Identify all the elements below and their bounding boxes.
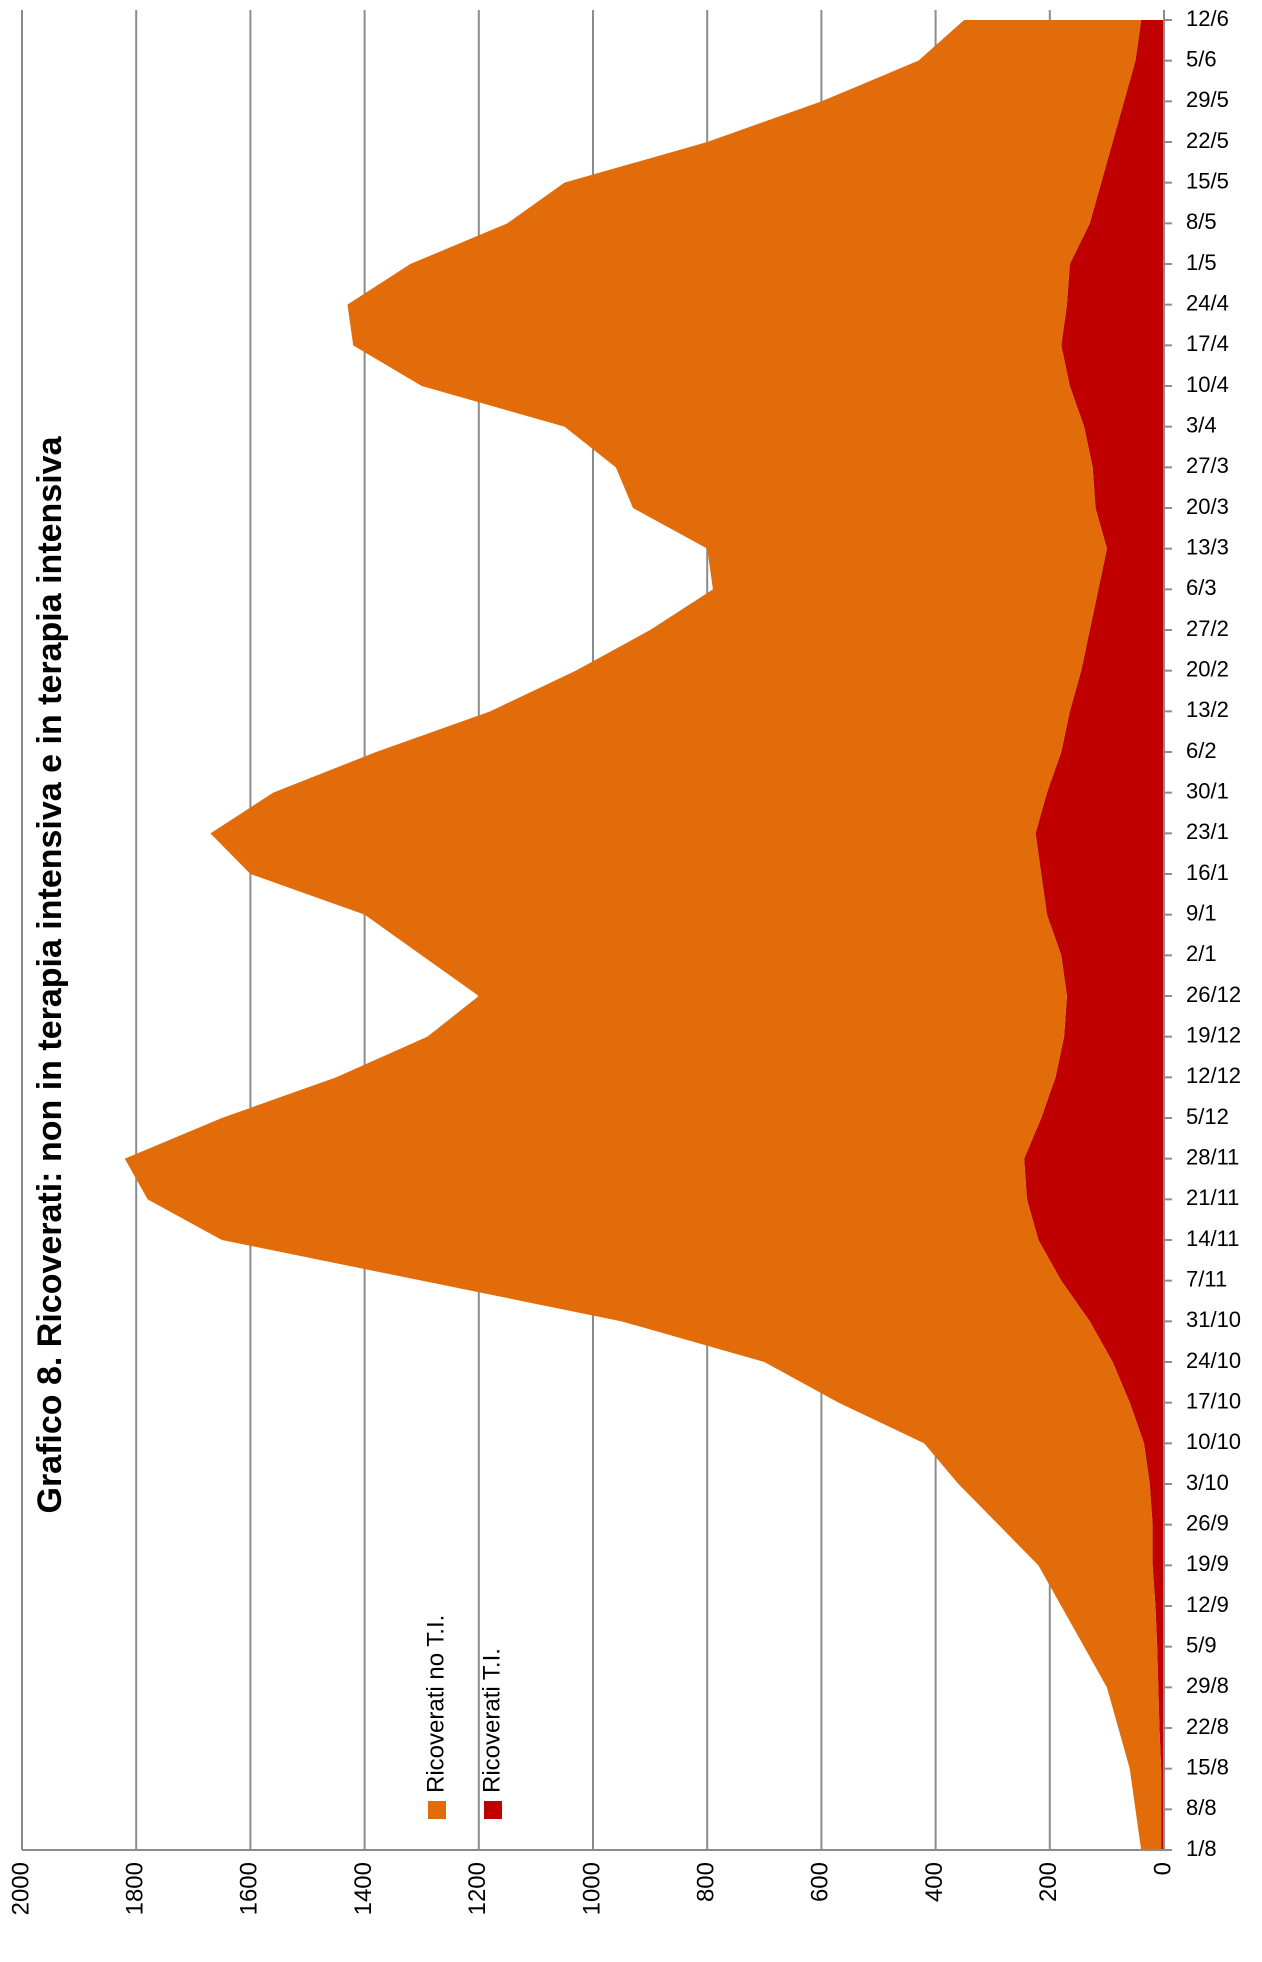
x-tick-label: 5/9 <box>1186 1632 1217 1657</box>
x-tick-label: 13/2 <box>1186 697 1229 722</box>
legend-swatch <box>428 1801 446 1819</box>
x-tick-label: 16/1 <box>1186 860 1229 885</box>
rotated-chart: Grafico 8. Ricoverati: non in terapia in… <box>7 6 1241 1916</box>
x-tick-label: 23/1 <box>1186 819 1229 844</box>
y-tick-label: 1600 <box>236 1862 263 1915</box>
x-tick-label: 6/3 <box>1186 575 1217 600</box>
x-tick-label: 1/5 <box>1186 250 1217 275</box>
x-tick-label: 5/6 <box>1186 46 1217 71</box>
x-tick-label: 14/11 <box>1186 1226 1239 1251</box>
x-tick-label: 9/1 <box>1186 900 1217 925</box>
x-tick-label: 19/12 <box>1186 1022 1241 1047</box>
x-tick-label: 22/8 <box>1186 1714 1229 1739</box>
x-tick-label: 31/10 <box>1186 1307 1241 1332</box>
x-tick-label: 12/6 <box>1186 6 1229 31</box>
x-tick-label: 22/5 <box>1186 128 1229 153</box>
x-tick-label: 12/9 <box>1186 1592 1229 1617</box>
x-tick-label: 29/8 <box>1186 1673 1229 1698</box>
x-tick-label: 8/8 <box>1186 1795 1217 1820</box>
x-tick-label: 27/3 <box>1186 453 1229 478</box>
x-tick-label: 7/11 <box>1186 1266 1227 1291</box>
x-tick-label: 17/4 <box>1186 331 1229 356</box>
y-tick-label: 1000 <box>578 1862 605 1915</box>
legend-swatch <box>484 1801 502 1819</box>
area <box>1024 20 1164 1850</box>
y-tick-label: 600 <box>807 1862 834 1902</box>
chart-title: Grafico 8. Ricoverati: non in terapia in… <box>31 435 69 1513</box>
y-tick-label: 0 <box>1149 1862 1176 1875</box>
x-tick-label: 8/5 <box>1186 209 1217 234</box>
x-tick-label: 13/3 <box>1186 534 1229 559</box>
x-tick-label: 26/12 <box>1186 982 1241 1007</box>
y-tick-label: 1400 <box>350 1862 377 1915</box>
x-tick-label: 21/11 <box>1186 1185 1239 1210</box>
x-tick-label: 15/8 <box>1186 1754 1229 1779</box>
x-tick-label: 20/2 <box>1186 656 1229 681</box>
x-tick-label: 20/3 <box>1186 494 1229 519</box>
x-tick-label: 3/10 <box>1186 1470 1229 1495</box>
x-tick-label: 10/4 <box>1186 372 1229 397</box>
legend-label: Ricoverati no T.I. <box>422 1615 449 1793</box>
y-tick-label: 800 <box>693 1862 720 1902</box>
x-tick-label: 2/1 <box>1186 941 1217 966</box>
y-tick-label: 1200 <box>464 1862 491 1915</box>
area <box>124 20 1162 1850</box>
x-tick-label: 29/5 <box>1186 87 1229 112</box>
y-tick-label: 1800 <box>122 1862 149 1915</box>
y-tick-label: 400 <box>921 1862 948 1902</box>
x-tick-label: 26/9 <box>1186 1510 1229 1535</box>
x-tick-label: 30/1 <box>1186 778 1229 803</box>
x-tick-label: 19/9 <box>1186 1551 1229 1576</box>
x-tick-label: 24/4 <box>1186 290 1229 315</box>
x-tick-label: 1/8 <box>1186 1836 1217 1861</box>
x-tick-label: 24/10 <box>1186 1348 1241 1373</box>
legend-label: Ricoverati T.I. <box>478 1648 505 1793</box>
x-tick-label: 3/4 <box>1186 412 1217 437</box>
x-tick-label: 12/12 <box>1186 1063 1241 1088</box>
x-tick-label: 15/5 <box>1186 168 1229 193</box>
y-tick-label: 2000 <box>7 1862 34 1915</box>
x-tick-label: 10/10 <box>1186 1429 1241 1454</box>
x-tick-label: 17/10 <box>1186 1388 1241 1413</box>
x-tick-label: 6/2 <box>1186 738 1217 763</box>
y-tick-label: 200 <box>1035 1862 1062 1902</box>
x-tick-label: 5/12 <box>1186 1104 1229 1129</box>
x-tick-label: 28/11 <box>1186 1144 1239 1169</box>
x-tick-label: 27/2 <box>1186 616 1229 641</box>
